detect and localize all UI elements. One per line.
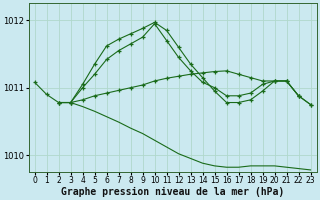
X-axis label: Graphe pression niveau de la mer (hPa): Graphe pression niveau de la mer (hPa) [61,186,284,197]
